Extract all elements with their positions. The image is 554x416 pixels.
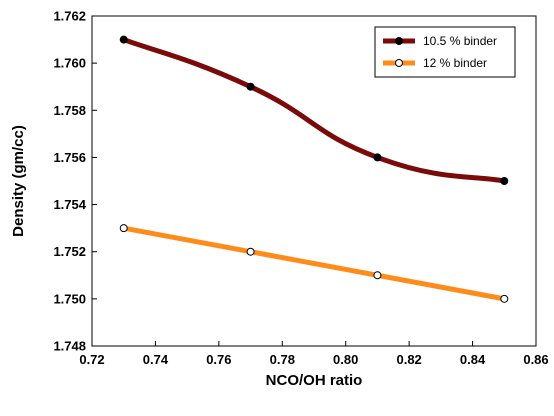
x-tick-label: 0.86 bbox=[523, 352, 548, 367]
data-point-series-1 bbox=[373, 153, 382, 162]
y-axis-title: Density (gm/cc) bbox=[10, 125, 27, 237]
y-axis-ticks: 1.748 1.750 1.752 1.754 1.756 1.758 1.760 1.762 bbox=[53, 9, 97, 354]
plot-area-frame bbox=[91, 15, 537, 347]
data-point-series-1 bbox=[119, 35, 128, 44]
y-tick-label: 1.760 bbox=[53, 56, 86, 71]
legend: 10.5 % binder 12 % binder bbox=[374, 26, 516, 78]
y-tick-label: 1.756 bbox=[53, 150, 86, 165]
legend-marker-2 bbox=[395, 59, 403, 67]
x-axis-title: NCO/OH ratio bbox=[266, 372, 363, 389]
legend-label-2: 12 % binder bbox=[423, 56, 487, 70]
data-point-series-1 bbox=[500, 177, 509, 185]
series-layer bbox=[119, 35, 509, 303]
data-point-series-2 bbox=[500, 294, 509, 303]
y-tick-label: 1.750 bbox=[53, 291, 86, 306]
data-point-series-2 bbox=[373, 271, 382, 280]
x-tick-label: 0.76 bbox=[206, 352, 231, 367]
x-tick-label: 0.84 bbox=[460, 352, 486, 367]
data-point-series-2 bbox=[119, 224, 128, 233]
x-tick-label: 0.80 bbox=[333, 352, 358, 367]
y-tick-label: 1.762 bbox=[53, 9, 86, 24]
series-line-2 bbox=[123, 225, 505, 302]
y-tick-label: 1.754 bbox=[53, 197, 86, 212]
x-tick-label: 0.74 bbox=[143, 352, 169, 367]
series-line-1 bbox=[122, 37, 505, 184]
y-tick-label: 1.758 bbox=[53, 103, 86, 118]
y-tick-label: 1.752 bbox=[53, 244, 86, 259]
x-tick-label: 0.72 bbox=[79, 352, 104, 367]
legend-box bbox=[374, 26, 516, 78]
data-point-series-2 bbox=[246, 247, 255, 256]
x-axis-ticks: 0.72 0.74 0.76 0.78 0.80 0.82 0.84 0.86 bbox=[79, 341, 549, 367]
x-tick-label: 0.82 bbox=[396, 352, 421, 367]
data-point-series-1 bbox=[246, 82, 255, 91]
legend-marker-1 bbox=[395, 37, 403, 45]
x-tick-label: 0.78 bbox=[270, 352, 295, 367]
y-tick-label: 1.748 bbox=[53, 339, 86, 354]
legend-label-1: 10.5 % binder bbox=[423, 34, 497, 48]
